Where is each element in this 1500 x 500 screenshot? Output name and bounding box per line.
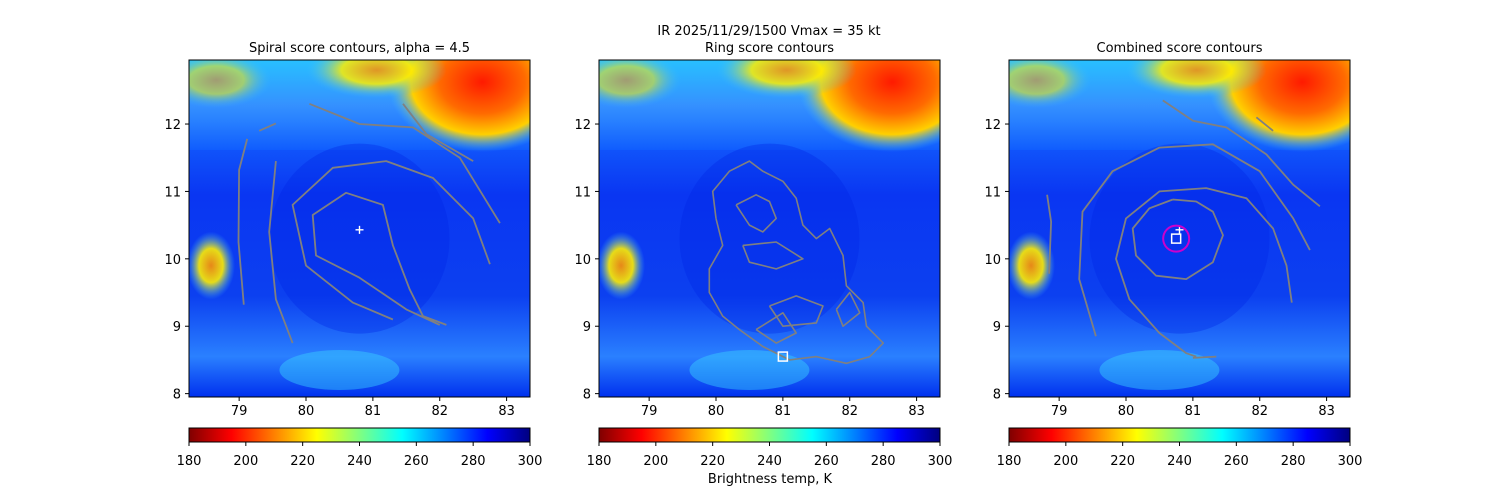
colorbar-tick-label: 240 (347, 454, 372, 469)
y-tick-label: 8 (993, 388, 1001, 403)
contour-line (1078, 143, 1311, 337)
colorbar-tick-label: 200 (233, 454, 258, 469)
colorbar-tick-label: 300 (518, 454, 543, 469)
colorbar-tick-label: 200 (643, 454, 668, 469)
y-tick-label: 8 (173, 388, 181, 403)
y-tick-label: 8 (583, 388, 591, 403)
x-tick-label: 80 (1118, 404, 1135, 419)
colorbar-tick-label: 240 (757, 454, 782, 469)
center-plus-marker (355, 225, 364, 234)
colorbar-tick-label: 260 (404, 454, 429, 469)
contour-line (735, 194, 777, 233)
colorbar-tick-label: 280 (871, 454, 896, 469)
x-tick-label: 81 (1185, 404, 1202, 419)
colorbar-tick-label: 300 (1338, 454, 1363, 469)
contour-line (311, 191, 447, 326)
x-tick-label: 81 (365, 404, 382, 419)
contour-line (1131, 198, 1224, 280)
colorbar: 180 200 220 240 260 280 300 (177, 427, 543, 469)
contour-line (708, 160, 884, 365)
y-tick-label: 12 (984, 118, 1001, 133)
panel-title: Ring score contours (705, 41, 834, 56)
x-tick-label: 83 (1318, 404, 1335, 419)
contour-line (291, 160, 491, 321)
colorbar-tick-label: 240 (1167, 454, 1192, 469)
x-tick-label: 81 (775, 404, 792, 419)
center-plus-marker (1175, 225, 1184, 234)
y-tick-label: 10 (574, 253, 591, 268)
x-tick-label: 80 (708, 404, 725, 419)
y-tick-label: 10 (164, 253, 181, 268)
x-tick-label: 83 (498, 404, 515, 419)
colorbar-tick-label: 220 (700, 454, 725, 469)
brightness-field (1009, 60, 1350, 397)
y-tick-label: 12 (574, 118, 591, 133)
axes-frame (1008, 59, 1351, 398)
y-tick-label: 9 (993, 320, 1001, 335)
x-tick-label: 82 (431, 404, 448, 419)
y-tick-label: 12 (164, 118, 181, 133)
contour-line (742, 241, 804, 270)
colorbar-tick-label: 220 (1110, 454, 1135, 469)
contour-line (1162, 99, 1321, 207)
y-tick-label: 11 (984, 185, 1001, 200)
panel-2: Ring score contours 79 80 81 82 83 8 9 10 11 12 180… (574, 41, 953, 469)
colorbar-tick-label: 260 (814, 454, 839, 469)
colorbar-label: Brightness temp, K (707, 472, 833, 487)
colorbar-tick-label: 300 (928, 454, 953, 469)
y-tick-label: 9 (583, 320, 591, 335)
x-tick-label: 80 (298, 404, 315, 419)
x-tick-label: 83 (908, 404, 925, 419)
square-marker (777, 351, 789, 362)
axes-frame (598, 59, 941, 398)
contour-line (1192, 355, 1217, 359)
colorbar-tick-label: 180 (587, 454, 612, 469)
x-tick-label: 79 (641, 404, 658, 419)
x-tick-label: 79 (1051, 404, 1068, 419)
panel-title: Spiral score contours, alpha = 4.5 (249, 41, 470, 56)
contour-line (237, 138, 249, 305)
contour-line (1255, 116, 1274, 132)
y-tick-label: 11 (574, 185, 591, 200)
brightness-field (599, 60, 940, 397)
figure-suptitle: IR 2025/11/29/1500 Vmax = 35 kt (657, 24, 881, 39)
panel-1: Spiral score contours, alpha = 4.579 80 81… (164, 41, 543, 469)
panel-3: Combined score contours 79 80 81 82 83 8 9 10 11 1… (984, 41, 1363, 469)
colorbar-tick-label: 260 (1224, 454, 1249, 469)
contour-line (768, 295, 824, 327)
x-tick-label: 79 (231, 404, 248, 419)
panel-title: Combined score contours (1097, 41, 1263, 56)
contour-line (309, 102, 501, 224)
colorbar-tick-label: 280 (1281, 454, 1306, 469)
colorbar-tick-label: 200 (1053, 454, 1078, 469)
y-tick-label: 10 (984, 253, 1001, 268)
colorbar: 180 200 220 240 260 280 300 (587, 427, 953, 469)
colorbar-tick-label: 180 (997, 454, 1022, 469)
contour-line (258, 122, 277, 132)
y-tick-label: 11 (164, 185, 181, 200)
contour-line (1046, 194, 1052, 274)
circle-marker (1162, 224, 1191, 253)
colorbar: 180 200 220 240 260 280 300 (997, 427, 1363, 469)
contour-line (268, 161, 294, 344)
contour-line (1115, 187, 1293, 358)
axes-frame (188, 59, 531, 398)
contour-line (835, 291, 861, 327)
y-tick-label: 9 (173, 320, 181, 335)
colorbar-tick-label: 220 (290, 454, 315, 469)
brightness-field (189, 60, 530, 397)
x-tick-label: 82 (1251, 404, 1268, 419)
square-marker (1170, 233, 1182, 244)
contour-line (755, 312, 797, 344)
x-tick-label: 82 (841, 404, 858, 419)
colorbar-tick-label: 180 (177, 454, 202, 469)
contour-line (402, 103, 474, 162)
colorbar-tick-label: 280 (461, 454, 486, 469)
